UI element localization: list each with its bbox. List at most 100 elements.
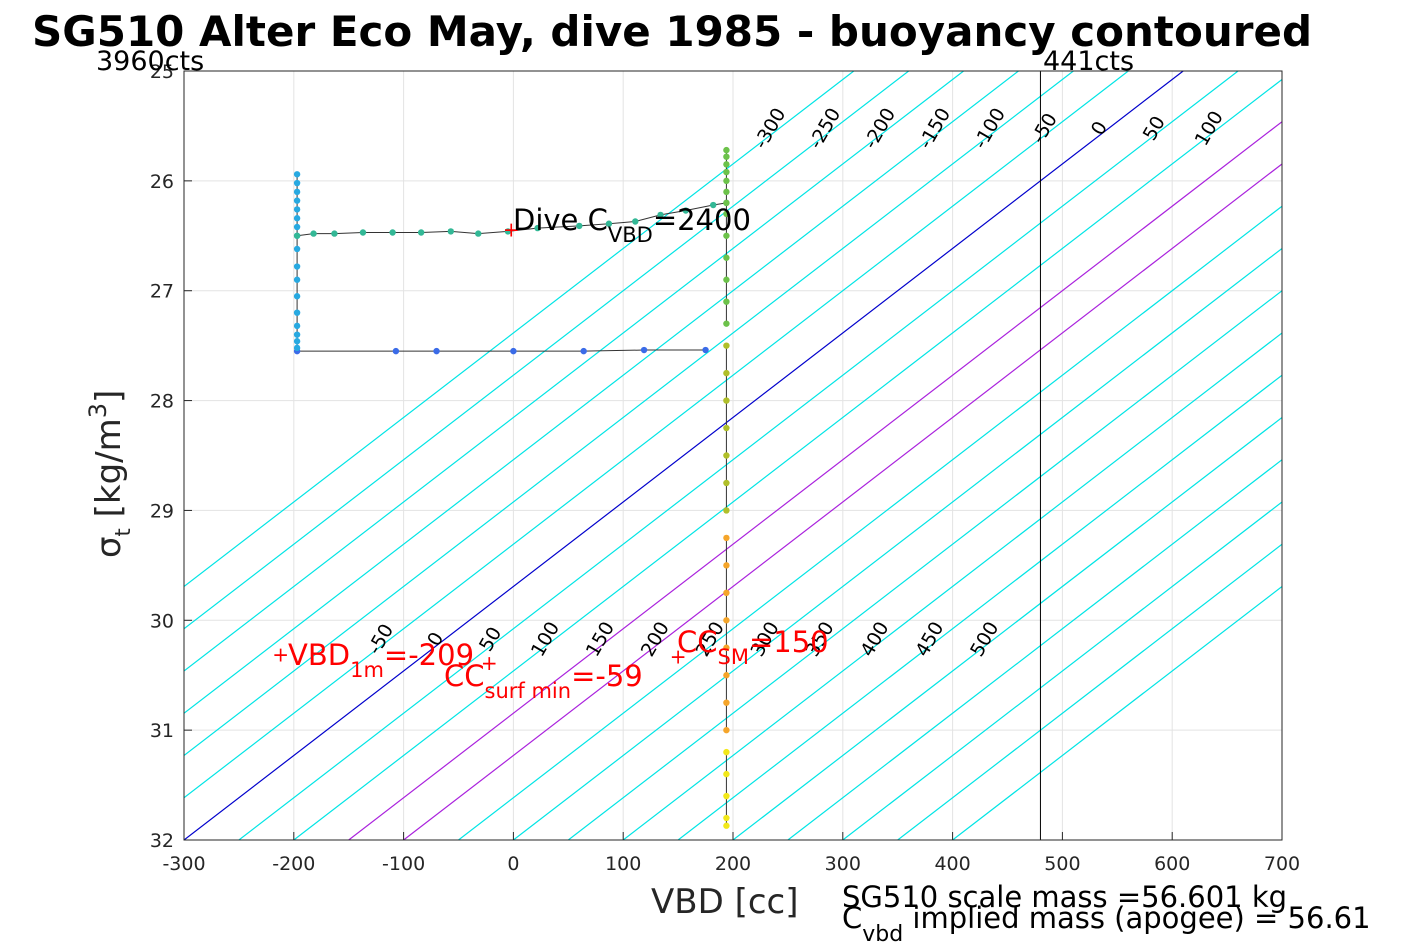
data-point (723, 146, 730, 154)
buoyancy-contour-line (513, 247, 1282, 840)
data-point (723, 748, 730, 756)
x-tick-label: 600 (1154, 853, 1190, 875)
contour-label-top: 100 (1191, 107, 1228, 149)
data-point (723, 397, 730, 404)
data-point (293, 206, 301, 213)
buoyancy-contour-line (622, 332, 1282, 840)
x-axis-label: VBD [cc] (651, 882, 799, 922)
data-point (723, 276, 730, 283)
annotation-dive-c: Dive CVBD=2400 (513, 203, 751, 247)
grid-lines (183, 70, 1283, 841)
data-point (723, 199, 730, 207)
buoyancy-contour-line (238, 71, 1239, 840)
data-point (723, 320, 730, 327)
data-point (640, 346, 648, 354)
data-point (447, 228, 455, 235)
data-point (331, 230, 338, 237)
data-point (723, 153, 730, 160)
contour-label-top: -250 (805, 104, 846, 152)
data-point (723, 188, 730, 196)
data-point (293, 344, 301, 352)
contour-label-bottom: 500 (966, 618, 1003, 660)
annotation-vbd-1m: VBD1m=-209 (288, 638, 474, 682)
event-markers: + + + + (272, 217, 686, 675)
contour-label-bottom: 100 (527, 618, 564, 660)
buoyancy-contour-line (403, 163, 1282, 840)
footer-scale-mass: SG510 scale mass =56.601 kg (842, 880, 1287, 914)
footer-implied-mass: Cvbd implied mass (apogee) = 56.61 (842, 901, 1371, 945)
data-point (293, 232, 301, 239)
data-point (293, 263, 301, 270)
y-tick-label: 27 (150, 281, 174, 303)
data-point (723, 814, 730, 822)
data-point (433, 347, 440, 355)
data-point (392, 347, 400, 355)
data-point (576, 222, 583, 230)
data-point (293, 171, 301, 178)
y-tick-label: 32 (150, 830, 174, 852)
data-point (723, 644, 730, 651)
buoyancy-contour-line (952, 585, 1282, 840)
data-point (723, 298, 730, 305)
annotation-cc-sm: CCSM=150 (677, 625, 829, 669)
data-point (504, 228, 512, 235)
data-point (723, 342, 730, 349)
data-point (723, 589, 730, 597)
data-point (723, 770, 730, 778)
y-tick-label: 29 (150, 500, 174, 522)
y-axis-ticks: 25 26 27 28 29 30 31 32 (150, 61, 192, 852)
data-point (293, 338, 301, 345)
data-point (293, 276, 301, 283)
buoyancy-contour-line (677, 374, 1282, 840)
data-point (723, 177, 730, 185)
contour-label-bottom: 200 (637, 618, 674, 660)
buoyancy-contour-line (184, 71, 964, 672)
x-tick-label: -200 (272, 853, 315, 875)
data-point (723, 210, 730, 218)
contour-label-top: 0 (1087, 118, 1112, 139)
buoyancy-contours (184, 71, 1282, 840)
data-point (723, 161, 730, 168)
data-point (580, 347, 587, 355)
data-point (293, 197, 301, 204)
data-point (310, 230, 317, 237)
x-tick-label: 500 (1044, 853, 1080, 875)
x-tick-label: 0 (507, 853, 519, 875)
buoyancy-contour-line (897, 543, 1282, 840)
y-tick-label: 28 (150, 391, 174, 413)
buoyancy-contour-line (293, 78, 1282, 840)
contour-label-top: -100 (969, 104, 1010, 152)
contour-label-top: -300 (750, 104, 791, 152)
data-point (723, 726, 730, 734)
x-tick-label: -300 (162, 853, 205, 875)
data-point (723, 534, 730, 542)
data-point (293, 331, 301, 338)
data-point (475, 230, 482, 237)
chart-title: SG510 Alter Eco May, dive 1985 - buoyanc… (32, 7, 1312, 56)
data-point (723, 168, 730, 176)
data-point (723, 424, 730, 432)
data-point (293, 179, 301, 187)
contour-label-bottom: 450 (911, 618, 948, 660)
x-tick-label: 200 (715, 853, 751, 875)
buoyancy-contour-line (184, 71, 1129, 799)
buoyancy-contour-line (732, 416, 1282, 840)
contour-label-top: -50 (1027, 109, 1062, 147)
data-point (710, 201, 717, 209)
data-point (723, 369, 730, 377)
data-point (723, 507, 730, 514)
buoyancy-contour-line (842, 501, 1282, 840)
buoyancy-contour-line (184, 71, 910, 630)
data-point (293, 245, 301, 253)
data-point (293, 188, 301, 196)
contour-label-top: -200 (860, 104, 901, 152)
annotation-cc-surf-min: CCsurf min=-59 (444, 659, 643, 703)
data-point (682, 207, 689, 214)
data-point (632, 218, 639, 225)
y-tick-label: 25 (150, 61, 174, 83)
plus-marker: + (670, 645, 687, 669)
data-point (359, 229, 367, 236)
data-point (723, 479, 730, 487)
x-axis-ticks: -300 -200 -100 0 100 200 300 400 500 600 700 (162, 832, 1300, 875)
data-point (723, 792, 730, 800)
